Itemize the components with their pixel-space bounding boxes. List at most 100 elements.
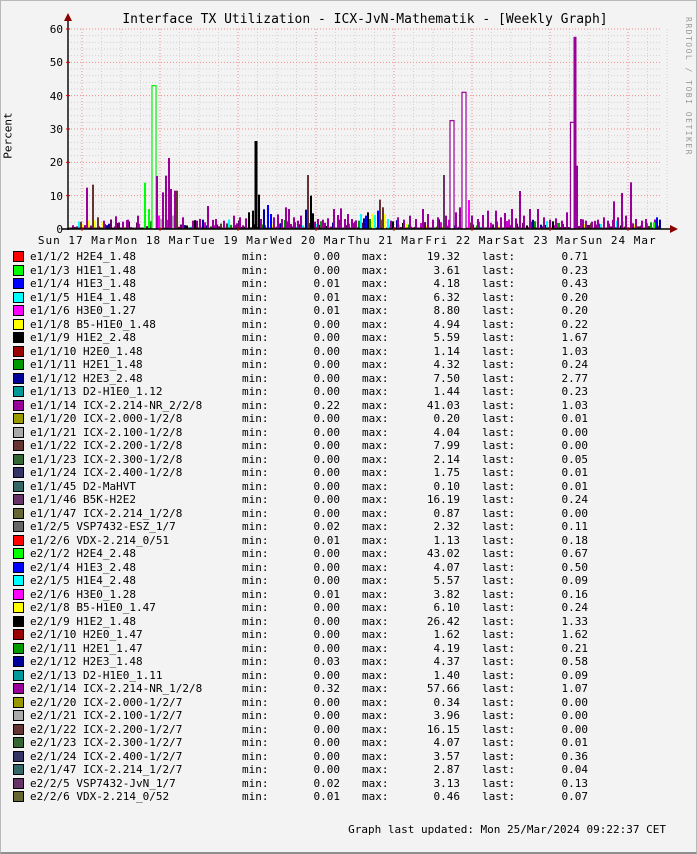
last-label: last: — [482, 290, 516, 304]
y-tick-label: 60 — [49, 23, 63, 36]
legend-row: e2/1/47 ICX-2.214_1/2/7 min: 0.00 max: 2… — [11, 763, 611, 777]
interface-name: e1/1/2 H2E4_1.48 — [30, 250, 136, 263]
last-value: 0.20 — [561, 290, 589, 304]
max-value: 4.18 — [433, 277, 461, 290]
min-label: min: — [242, 601, 269, 614]
max-value: 0.87 — [433, 506, 461, 520]
last-value: 0.11 — [561, 520, 589, 533]
interface-name: e2/1/22 ICX-2.200-1/2/7 — [30, 722, 183, 736]
last-value: 0.00 — [561, 425, 589, 439]
min-label: min: — [242, 290, 269, 304]
series-color-swatch — [13, 750, 24, 762]
min-value: 0.00 — [313, 425, 341, 439]
interface-name: e1/1/23 ICX-2.300-1/2/8 — [30, 452, 183, 466]
series-color-swatch — [13, 318, 24, 330]
min-label: min: — [242, 668, 269, 682]
interface-name: e1/1/20 ICX-2.000-1/2/8 — [30, 412, 183, 425]
max-label: max: — [362, 263, 389, 277]
x-tick-label: Sun 17 Mar — [37, 234, 115, 247]
max-value: 4.07 — [433, 560, 461, 574]
interface-name: e1/1/5 H1E4_1.48 — [30, 290, 136, 304]
max-value: 0.20 — [433, 412, 461, 425]
max-value: 6.32 — [433, 290, 461, 304]
max-label: max: — [362, 385, 389, 398]
last-value: 0.24 — [561, 601, 589, 614]
legend-row: e1/1/3 H1E1_1.48 min: 0.00 max: 3.61 las… — [11, 264, 611, 278]
min-label: min: — [242, 547, 269, 560]
interface-name: e2/1/6 H3E0_1.28 — [30, 587, 136, 601]
legend-row: e2/1/14 ICX-2.214-NR_1/2/8 min: 0.32 max… — [11, 682, 611, 696]
max-value: 43.02 — [426, 547, 460, 560]
max-label: max: — [362, 277, 389, 290]
last-value: 0.50 — [561, 560, 589, 574]
min-label: min: — [242, 385, 269, 398]
last-label: last: — [482, 425, 516, 439]
min-value: 0.00 — [313, 344, 341, 358]
series-color-swatch — [13, 588, 24, 600]
max-label: max: — [362, 641, 389, 655]
last-label: last: — [482, 398, 516, 412]
last-label: last: — [482, 412, 516, 425]
min-label: min: — [242, 641, 269, 655]
last-label: last: — [482, 506, 516, 520]
interface-name: e2/1/9 H1E2_1.48 — [30, 614, 136, 628]
legend-row: e2/1/2 H2E4_2.48 min: 0.00 max: 43.02 la… — [11, 547, 611, 561]
legend-row: e2/1/12 H2E3_1.48 min: 0.03 max: 4.37 la… — [11, 655, 611, 669]
last-label: last: — [482, 277, 516, 290]
max-value: 4.32 — [433, 358, 461, 371]
max-value: 2.87 — [433, 763, 461, 776]
min-value: 0.03 — [313, 655, 341, 668]
max-value: 0.10 — [433, 479, 461, 493]
min-label: min: — [242, 358, 269, 371]
last-label: last: — [482, 722, 516, 736]
max-value: 5.59 — [433, 331, 461, 344]
series-color-swatch — [13, 494, 24, 505]
min-value: 0.01 — [313, 304, 341, 317]
min-label: min: — [242, 425, 269, 439]
max-label: max: — [362, 547, 389, 560]
min-label: min: — [242, 695, 269, 709]
min-label: min: — [242, 331, 269, 344]
series-color-swatch — [13, 642, 24, 654]
legend-row: e1/1/12 H2E3_2.48 min: 0.00 max: 7.50 la… — [11, 372, 611, 386]
legend-row: e1/1/9 H1E2_2.48 min: 0.00 max: 5.59 las… — [11, 331, 611, 345]
series-color-swatch — [13, 426, 24, 438]
interface-name: e1/1/3 H1E1_1.48 — [30, 263, 136, 277]
max-value: 3.96 — [433, 709, 461, 722]
legend-row: e2/1/11 H2E1_1.47 min: 0.00 max: 4.19 la… — [11, 642, 611, 656]
last-label: last: — [482, 250, 516, 263]
x-tick-label: Wed 20 Mar — [270, 234, 347, 247]
max-label: max: — [362, 790, 389, 803]
interface-name: e1/1/14 ICX-2.214-NR_2/2/8 — [30, 398, 203, 412]
max-value: 2.14 — [433, 452, 461, 466]
max-label: max: — [362, 722, 389, 736]
min-label: min: — [242, 763, 269, 776]
last-label: last: — [482, 439, 516, 452]
min-label: min: — [242, 655, 269, 668]
interface-name: e1/1/47 ICX-2.214_1/2/8 — [30, 506, 183, 520]
max-label: max: — [362, 290, 389, 304]
min-label: min: — [242, 466, 269, 479]
min-value: 0.00 — [313, 628, 341, 641]
legend-row: e2/1/21 ICX-2.100-1/2/7 min: 0.00 max: 3… — [11, 709, 611, 723]
min-value: 0.00 — [313, 560, 341, 574]
last-value: 1.03 — [561, 344, 589, 358]
min-value: 0.00 — [313, 614, 341, 628]
interface-name: e2/1/23 ICX-2.300-1/2/7 — [30, 736, 183, 749]
series-color-swatch — [13, 507, 24, 519]
series-color-swatch — [13, 372, 24, 384]
last-label: last: — [482, 614, 516, 628]
series-color-swatch — [13, 251, 24, 262]
max-label: max: — [362, 439, 389, 452]
max-label: max: — [362, 655, 389, 668]
interface-name: e1/1/8 B5-H1E0_1.48 — [30, 317, 156, 331]
last-label: last: — [482, 304, 516, 317]
last-value: 0.01 — [561, 466, 589, 479]
min-value: 0.00 — [313, 479, 341, 493]
interface-name: e2/1/14 ICX-2.214-NR_1/2/8 — [30, 682, 203, 695]
y-tick-label: 50 — [49, 56, 63, 70]
interface-name: e2/1/21 ICX-2.100-1/2/7 — [30, 709, 183, 722]
series-color-swatch — [13, 291, 24, 303]
max-value: 7.99 — [433, 439, 461, 452]
min-label: min: — [242, 614, 269, 628]
